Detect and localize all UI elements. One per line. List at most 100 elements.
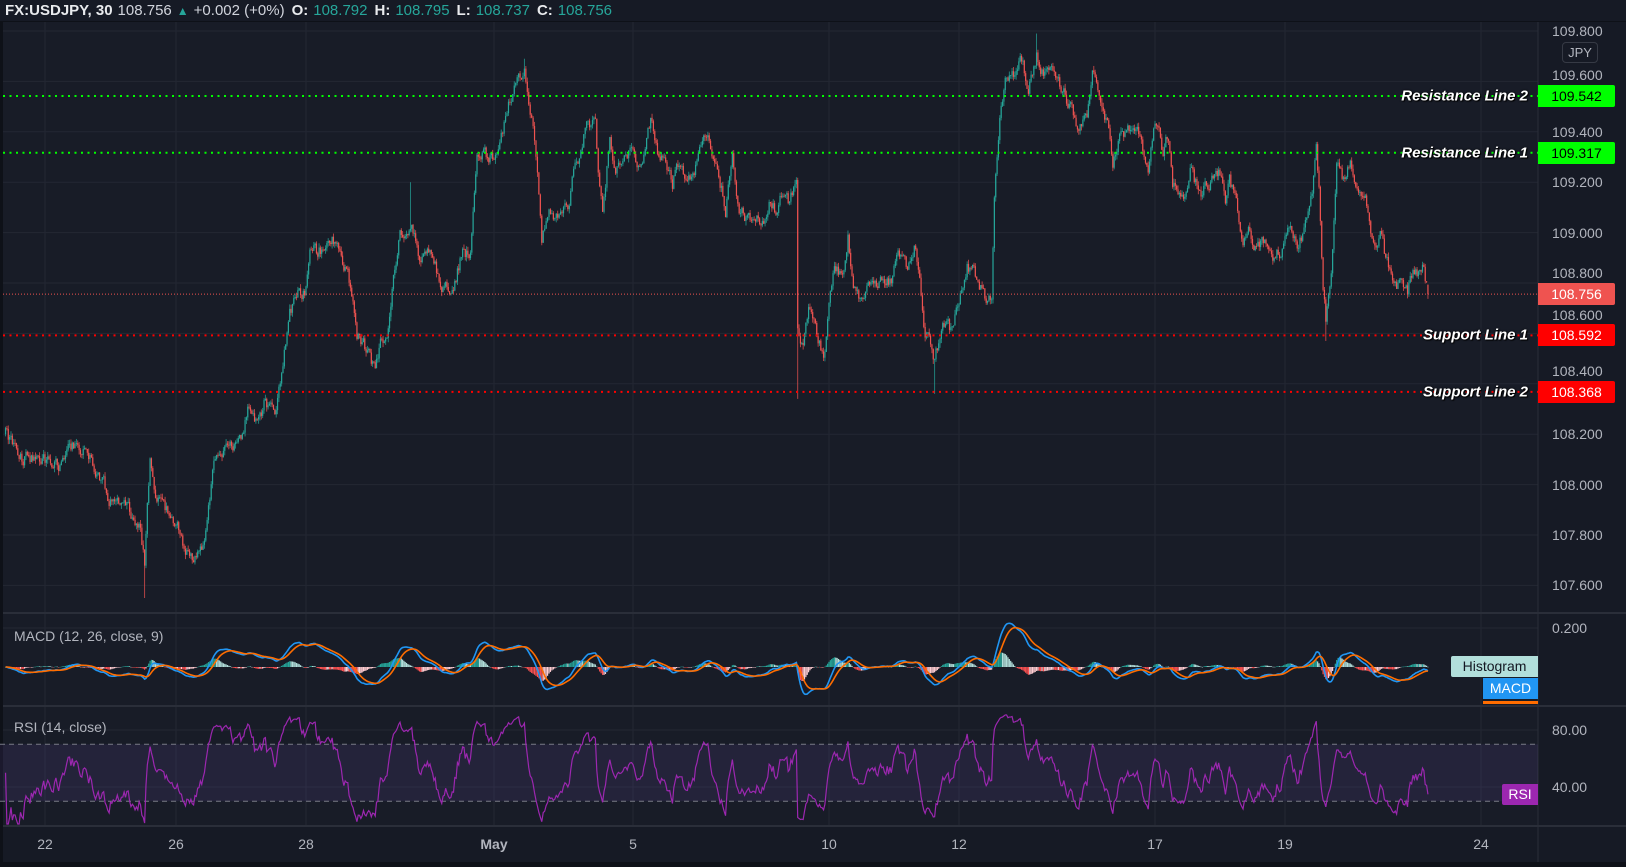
currency-badge[interactable]: JPY [1562,42,1598,63]
candle-body [551,213,553,214]
macd-histogram-bar [180,667,183,670]
candle [778,202,780,216]
candle [591,115,594,129]
candle [1360,191,1362,201]
horizontal-line-label[interactable]: Resistance Line 2 [1401,87,1528,105]
candle-body [400,230,402,235]
candle-body [17,448,19,456]
macd-histogram-bar [985,667,987,671]
left-border [0,22,3,862]
candle [83,445,86,450]
candle [391,286,393,310]
candle-body [394,269,396,275]
candle [1090,81,1092,100]
candle [340,246,342,258]
candle-body [1169,141,1171,153]
macd-histogram-bar [708,664,710,667]
candle-body [1265,239,1267,245]
candle-body [476,154,478,175]
candle [1127,123,1129,133]
macd-histogram-bar [493,667,495,669]
candle [822,347,825,362]
candle [885,279,887,288]
macd-histogram-bar [148,663,150,667]
candle-body [256,418,258,420]
candle-body [418,255,421,261]
candle-body [921,295,924,311]
candle-body [1004,77,1006,91]
macd-histogram-bar [194,667,196,669]
candle [216,454,218,461]
candle [1376,245,1379,252]
candle-body [234,442,237,445]
macd-histogram-bar [240,667,242,669]
horizontal-line-label[interactable]: Support Line 1 [1423,326,1528,344]
candle [1219,168,1221,176]
candle [270,400,272,407]
symbol-title[interactable]: FX:USDJPY, 30 [5,2,113,19]
candle-body [1231,185,1233,187]
candle [456,266,459,285]
candle-body [1293,236,1296,239]
candle-body [96,474,98,477]
macd-histogram-bar [567,663,569,667]
candle [996,154,998,176]
candle-body [101,477,103,480]
macd-histogram-bar [302,666,304,668]
candle [860,296,863,301]
macd-histogram-bar [828,661,830,667]
candle-body [248,406,250,408]
macd-histogram-bar [1162,666,1164,668]
macd-histogram-bar [588,661,591,667]
candle-body [526,81,528,92]
candle-body [188,550,191,556]
candle [1109,124,1111,142]
candle [836,263,838,276]
candle [948,318,951,334]
rsi-legend[interactable]: RSI (14, close) [14,719,107,735]
candle [769,201,772,207]
candle-body [159,497,161,499]
candle [105,488,108,496]
candle-body [78,444,80,451]
candle-body [951,326,953,328]
macd-legend[interactable]: MACD (12, 26, close, 9) [14,628,164,644]
candle-body [1401,278,1403,281]
candle [1419,269,1421,275]
candle [44,451,46,466]
candle-body [715,162,717,164]
macd-histogram-bar [1189,665,1191,667]
candle [832,270,834,290]
candle [314,242,316,249]
candle-body [812,312,814,319]
candle [1228,174,1231,188]
candle [339,245,341,252]
candle [786,191,788,200]
macd-histogram-bar [757,666,759,667]
macd-histogram-bar [1034,667,1036,673]
horizontal-line-label[interactable]: Support Line 2 [1423,383,1528,401]
candle-body [1302,234,1304,241]
macd-histogram-bar [43,666,45,667]
macd-histogram-bar [313,666,315,667]
candle [1283,240,1285,250]
candle [1413,266,1415,275]
horizontal-line-label[interactable]: Resistance Line 1 [1401,144,1528,162]
candle [864,291,867,301]
macd-histogram-bar [962,662,964,667]
candle-body [88,452,90,460]
candle [915,244,917,251]
candle-body [1163,147,1166,157]
macd-histogram-bar [1314,661,1316,667]
macd-histogram-bar [898,664,901,667]
candle [828,302,830,322]
macd-histogram-bar [1023,667,1025,672]
macd-histogram-bar [832,657,834,667]
candle-body [1068,103,1070,108]
candle [289,304,291,322]
candle-body [424,251,426,255]
candle-body [773,203,776,213]
candle-body [959,293,961,305]
candle [264,394,266,402]
